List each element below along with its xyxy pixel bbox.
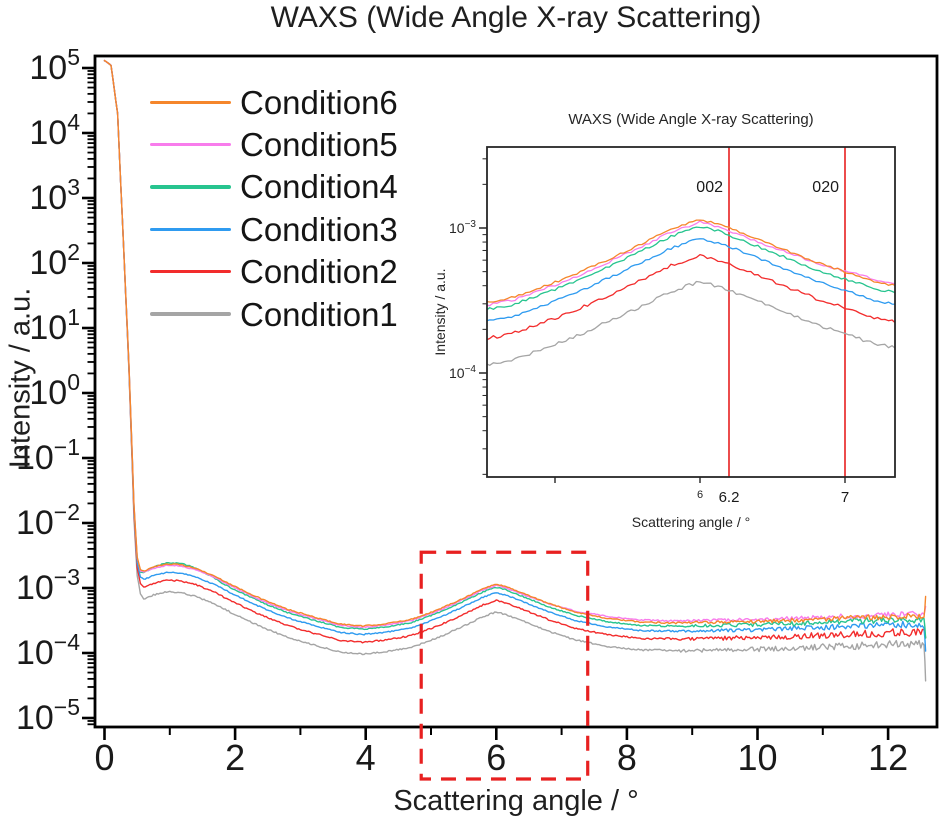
inset-x-axis-ticks: 6 xyxy=(554,477,846,501)
y-tick-label: 10−5 xyxy=(16,694,80,737)
legend-label: Condition3 xyxy=(240,210,398,248)
inset-title: WAXS (Wide Angle X-ray Scattering) xyxy=(568,111,814,128)
inset-series-line-condition3 xyxy=(487,238,895,322)
legend-item-condition6: Condition6 xyxy=(150,81,398,123)
ref-line-value-label: 7 xyxy=(841,489,849,506)
inset-series-line-condition2 xyxy=(487,253,895,341)
series-line-condition3 xyxy=(103,59,927,652)
x-tick-label: 8 xyxy=(617,737,637,778)
inset-curves xyxy=(487,219,895,366)
legend-label: Condition4 xyxy=(240,168,398,206)
series-line-condition5 xyxy=(103,59,927,629)
inset-x-tick-label: 6 xyxy=(697,489,703,501)
main-plot-frame xyxy=(93,54,939,729)
legend-swatch xyxy=(150,270,231,274)
x-tick-label: 4 xyxy=(356,737,376,778)
inset-y-tick-label: 10−3 xyxy=(449,219,476,236)
legend-item-condition1: Condition1 xyxy=(150,293,398,335)
peak-label-020: 020 xyxy=(812,179,839,196)
inset-series-line-condition6 xyxy=(487,219,895,303)
inset-x-axis-label: Scattering angle / ° xyxy=(631,514,751,530)
legend-swatch xyxy=(150,227,231,232)
series-line-condition6 xyxy=(103,59,927,628)
x-tick-label: 2 xyxy=(225,737,245,778)
legend-label: Condition5 xyxy=(240,126,398,164)
inset-plot-frame xyxy=(486,146,896,478)
inset-series-line-condition1 xyxy=(487,280,895,366)
legend-item-condition5: Condition5 xyxy=(150,123,398,165)
y-tick-label: 10−4 xyxy=(16,629,80,672)
y-tick-label: 104 xyxy=(29,109,80,152)
y-tick-label: 102 xyxy=(29,239,80,282)
legend-swatch xyxy=(150,142,231,147)
y-tick-label: 103 xyxy=(29,174,80,217)
legend-item-condition2: Condition2 xyxy=(150,251,398,293)
legend-label: Condition6 xyxy=(240,83,398,121)
series-line-condition1 xyxy=(103,60,927,682)
legend-swatch xyxy=(150,100,231,104)
chart-title: WAXS (Wide Angle X-ray Scattering) xyxy=(270,1,762,34)
x-axis-label: Scattering angle / ° xyxy=(393,785,639,817)
highlight-box xyxy=(419,550,590,781)
legend-swatch xyxy=(150,312,231,316)
legend-label: Condition2 xyxy=(240,253,398,291)
x-tick-label: 0 xyxy=(94,737,114,778)
y-tick-label: 105 xyxy=(29,44,80,87)
peak-label-002: 002 xyxy=(696,179,723,196)
inset-ref-lines xyxy=(728,147,846,477)
legend-item-condition4: Condition4 xyxy=(150,166,398,208)
legend-item-condition3: Condition3 xyxy=(150,208,398,250)
main-x-axis-ticks: 0 2 4 6 8 10 12 xyxy=(94,727,908,778)
x-tick-label: 6 xyxy=(486,737,506,778)
x-tick-label: 10 xyxy=(737,737,777,778)
legend-swatch xyxy=(150,185,231,189)
x-tick-label: 12 xyxy=(868,737,908,778)
series-line-condition2 xyxy=(103,60,927,644)
main-curves xyxy=(103,59,927,682)
y-tick-label: 10−2 xyxy=(16,499,80,542)
legend-label: Condition1 xyxy=(240,295,398,333)
inset-y-axis-ticks: 10−3 10−4 xyxy=(449,158,487,475)
y-tick-label: 10−3 xyxy=(16,564,80,607)
inset-y-tick-label: 10−4 xyxy=(449,364,476,381)
ref-line-value-label: 6.2 xyxy=(719,489,740,506)
inset-series-line-condition4 xyxy=(487,226,895,311)
series-line-condition4 xyxy=(103,59,927,639)
inset-series-line-condition5 xyxy=(487,220,895,307)
legend: Condition6 Condition5 Condition4 Condition3… xyxy=(150,81,398,335)
